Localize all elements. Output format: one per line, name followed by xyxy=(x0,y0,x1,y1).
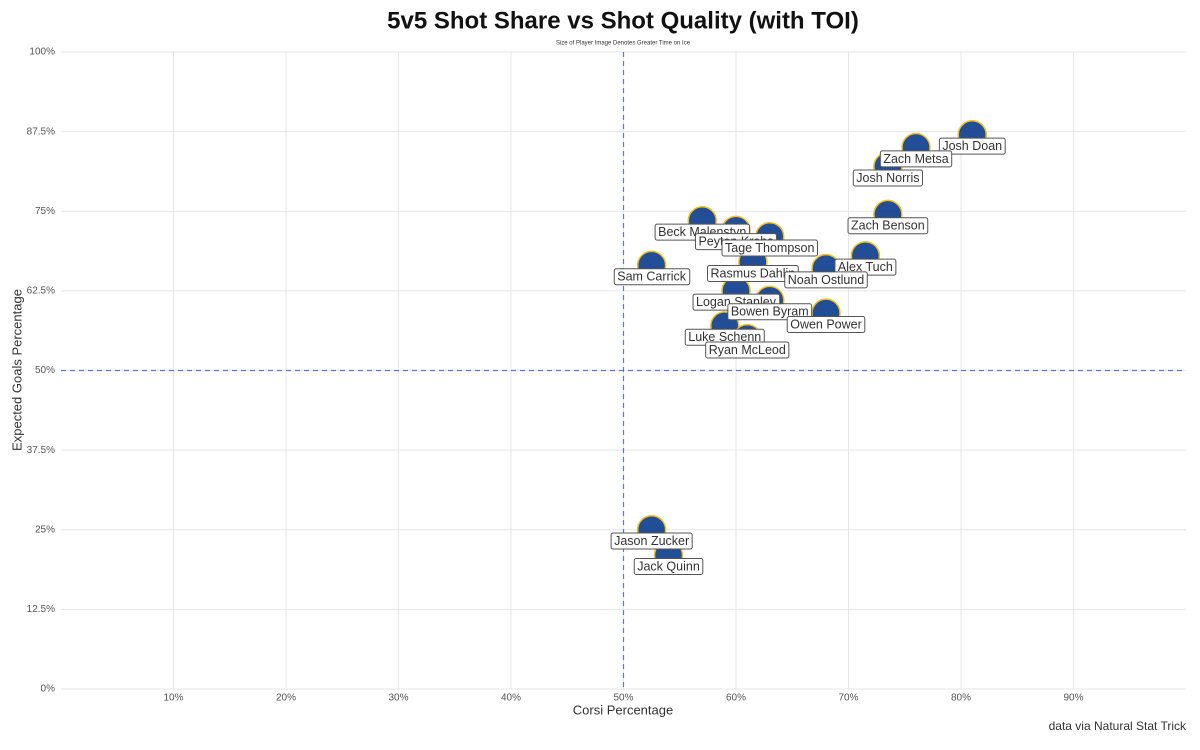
y-tick-label: 87.5% xyxy=(27,126,55,137)
y-tick-label: 50% xyxy=(35,365,55,376)
label-box xyxy=(727,303,813,321)
point-label: Sam Carrick xyxy=(617,270,687,284)
point-label: Josh Doan xyxy=(942,139,1002,153)
point-label: Alex Tuch xyxy=(838,260,893,274)
point-label: Jack Quinn xyxy=(637,560,700,574)
point-label: Tage Thompson xyxy=(725,241,814,255)
x-tick-label: 40% xyxy=(501,693,521,704)
label-box xyxy=(705,341,790,359)
label-box xyxy=(721,239,818,257)
x-tick-label: 30% xyxy=(388,693,408,704)
point-label: Zach Metsa xyxy=(883,152,948,166)
label-box xyxy=(784,271,868,289)
point-label: Bowen Byram xyxy=(731,305,809,319)
x-tick-label: 80% xyxy=(951,693,971,704)
label-box xyxy=(786,315,866,333)
x-tick-label: 90% xyxy=(1063,693,1083,704)
point-label: Noah Ostlund xyxy=(788,273,864,287)
point-label: Luke Schenn xyxy=(688,330,761,344)
label-box xyxy=(938,137,1006,155)
caption: data via Natural Stat Trick xyxy=(1049,719,1187,733)
y-tick-label: 0% xyxy=(41,684,56,695)
point-label: Owen Power xyxy=(790,317,862,331)
label-box xyxy=(613,268,691,286)
point-label: Zach Benson xyxy=(851,219,925,233)
y-tick-label: 12.5% xyxy=(27,604,55,615)
chart-title: 5v5 Shot Share vs Shot Quality (with TOI… xyxy=(387,7,859,34)
point-label: Rasmus Dahlin xyxy=(710,267,795,281)
x-tick-label: 70% xyxy=(838,693,858,704)
y-tick-label: 37.5% xyxy=(27,445,55,456)
label-box xyxy=(633,558,704,576)
x-tick-label: 20% xyxy=(276,693,296,704)
y-tick-label: 100% xyxy=(29,47,55,58)
y-tick-label: 25% xyxy=(35,524,55,535)
label-box xyxy=(610,532,693,550)
y-tick-label: 75% xyxy=(35,206,55,217)
label-box xyxy=(852,169,923,187)
x-tick-label: 10% xyxy=(163,693,183,704)
label-box xyxy=(847,217,929,235)
x-tick-label: 60% xyxy=(726,693,746,704)
x-axis-label: Corsi Percentage xyxy=(573,702,673,717)
point-label: Jason Zucker xyxy=(614,534,689,548)
label-box xyxy=(879,150,953,168)
y-tick-label: 62.5% xyxy=(27,286,55,297)
point-label: Josh Norris xyxy=(856,171,919,185)
y-axis-label: Expected Goals Percentage xyxy=(9,289,24,451)
point-label: Ryan McLeod xyxy=(709,343,786,357)
chart-subtitle: Size of Player Image Denotes Greater Tim… xyxy=(556,41,691,47)
x-tick-label: 50% xyxy=(613,693,633,704)
